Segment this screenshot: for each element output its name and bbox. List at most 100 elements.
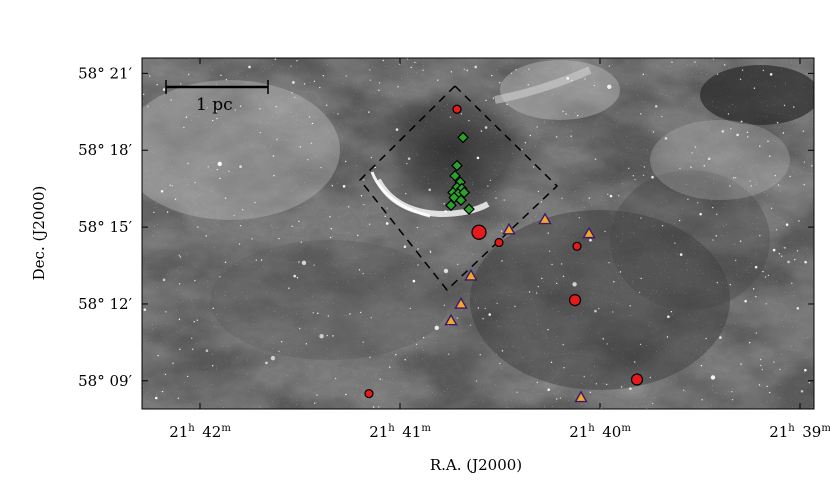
orange-triangle-source (444, 313, 458, 326)
star (500, 230, 503, 232)
star (759, 364, 762, 367)
star (288, 287, 290, 289)
star (160, 189, 164, 193)
red-circle-source (471, 224, 487, 240)
star (734, 177, 737, 179)
star (185, 116, 188, 118)
orange-triangle-source (582, 226, 596, 239)
star (211, 365, 214, 367)
star (730, 128, 732, 130)
green-diamond-source (449, 170, 461, 182)
star (747, 136, 749, 138)
y-tick-label: 58° 18′ (78, 141, 132, 159)
star (188, 73, 190, 76)
star (382, 59, 384, 62)
star (712, 239, 714, 241)
star (780, 255, 783, 257)
star (298, 220, 300, 223)
star (406, 162, 408, 165)
star (750, 185, 752, 187)
star (559, 397, 562, 399)
star (291, 225, 293, 228)
star (192, 348, 194, 350)
red-circle-source (568, 294, 582, 307)
star (496, 302, 498, 304)
star (527, 84, 529, 86)
star (225, 78, 228, 81)
star (359, 311, 362, 314)
star (332, 335, 334, 337)
star (275, 105, 277, 108)
star (449, 116, 452, 118)
star (334, 377, 337, 380)
star (716, 281, 719, 284)
star (422, 69, 424, 72)
star (378, 82, 381, 84)
star (329, 215, 331, 218)
source-markers (364, 104, 644, 403)
star (142, 93, 145, 96)
star (716, 73, 719, 76)
star (395, 128, 399, 131)
star (303, 83, 306, 85)
star (741, 120, 743, 123)
star (194, 279, 196, 282)
star (634, 178, 636, 181)
star (216, 117, 218, 120)
star (460, 113, 463, 115)
star (485, 99, 487, 102)
green-diamond-source (457, 131, 469, 144)
star (638, 291, 641, 294)
star (147, 105, 149, 108)
star (311, 122, 314, 125)
star (547, 328, 549, 331)
star (562, 275, 565, 278)
red-circle-source (572, 241, 582, 251)
star (607, 193, 609, 196)
star (193, 320, 195, 323)
star (316, 394, 318, 396)
star (661, 225, 664, 227)
star (314, 402, 316, 404)
star (748, 341, 751, 344)
star (723, 64, 726, 66)
star (254, 201, 256, 204)
star (162, 88, 166, 91)
star (619, 271, 622, 273)
star (489, 179, 492, 182)
star (707, 157, 711, 161)
star (759, 234, 761, 237)
star (414, 61, 416, 64)
star (154, 396, 158, 400)
star (186, 375, 189, 378)
star (428, 188, 432, 192)
star (296, 60, 298, 62)
star (320, 166, 322, 169)
star (774, 174, 777, 177)
star (613, 281, 615, 283)
star (183, 126, 185, 129)
observed-field-footprint (358, 84, 559, 292)
star (773, 361, 775, 363)
star (754, 265, 758, 269)
star (572, 282, 577, 287)
star (463, 68, 466, 71)
star (800, 389, 804, 393)
y-tick-label: 58° 12′ (78, 295, 132, 313)
star (162, 278, 166, 282)
star (405, 192, 407, 195)
star (238, 243, 241, 245)
star (260, 259, 263, 261)
star (362, 272, 364, 275)
star (272, 155, 275, 157)
star (664, 137, 668, 140)
star (491, 74, 493, 77)
star (169, 184, 171, 186)
star (721, 130, 725, 133)
star (205, 349, 209, 353)
star (416, 226, 419, 229)
star (196, 319, 198, 321)
star (265, 361, 268, 365)
star (537, 190, 540, 193)
star (278, 237, 280, 240)
